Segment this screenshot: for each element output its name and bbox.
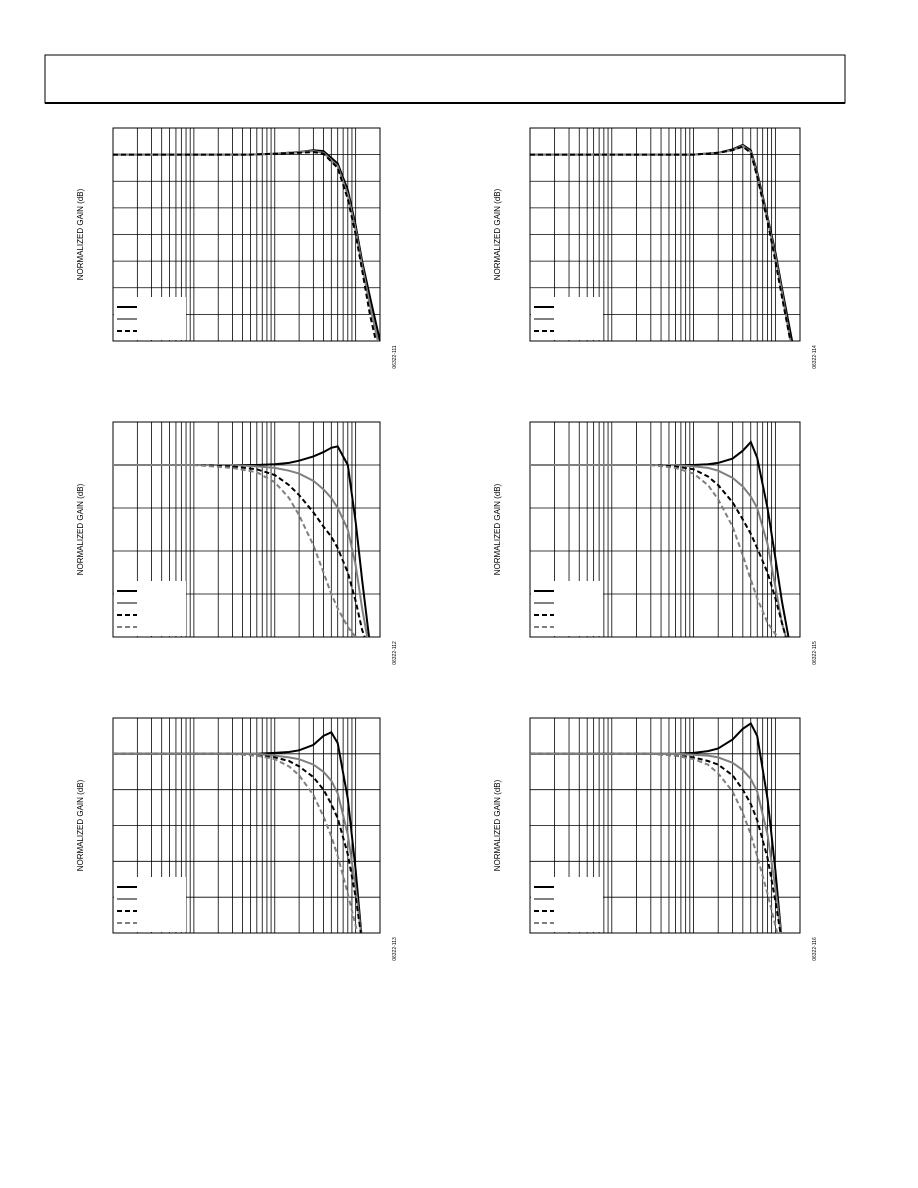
figure-id: 06322-113	[392, 937, 398, 961]
y-axis-label: NORMALIZED GAIN (dB)	[76, 483, 85, 575]
legend-box	[114, 581, 186, 636]
series-line	[113, 752, 359, 933]
figure-id: 06322-115	[812, 641, 818, 665]
figure-id: 06322-112	[392, 641, 398, 665]
header-box	[44, 54, 846, 104]
y-axis-label: NORMALIZED GAIN (dB)	[493, 779, 502, 871]
plot: NORMALIZED GAIN (dB) 06322-112	[76, 421, 398, 665]
plot: NORMALIZED GAIN (dB) 06322-116	[493, 717, 818, 961]
y-axis-label: NORMALIZED GAIN (dB)	[493, 188, 502, 280]
plot-frame	[112, 127, 381, 342]
y-axis-label: NORMALIZED GAIN (dB)	[76, 188, 85, 280]
series-line	[113, 464, 358, 637]
series-line	[113, 464, 369, 637]
y-axis-label: NORMALIZED GAIN (dB)	[493, 483, 502, 575]
plot: NORMALIZED GAIN (dB) 06322-114	[493, 127, 818, 369]
plot-frame	[529, 127, 801, 342]
figure-id: 06322-114	[812, 345, 818, 369]
series-line	[530, 752, 779, 933]
figure-id: 06322-111	[392, 345, 398, 368]
series-line	[530, 145, 792, 341]
plot: NORMALIZED GAIN (dB) 06322-115	[493, 421, 818, 665]
legend-box	[531, 877, 603, 932]
plot-frame	[112, 421, 381, 638]
legend-box	[114, 877, 186, 932]
plot-frame	[529, 717, 801, 934]
series-line	[113, 464, 366, 637]
plot-frame	[529, 421, 801, 638]
plot-frame	[112, 717, 381, 934]
series-line	[113, 150, 377, 341]
plot: NORMALIZED GAIN (dB) 06322-111	[76, 127, 398, 369]
plot: NORMALIZED GAIN (dB) 06322-113	[76, 717, 398, 961]
y-axis-label: NORMALIZED GAIN (dB)	[76, 779, 85, 871]
legend-box	[531, 581, 603, 636]
series-line	[530, 464, 780, 637]
figure-id: 06322-116	[812, 937, 818, 961]
